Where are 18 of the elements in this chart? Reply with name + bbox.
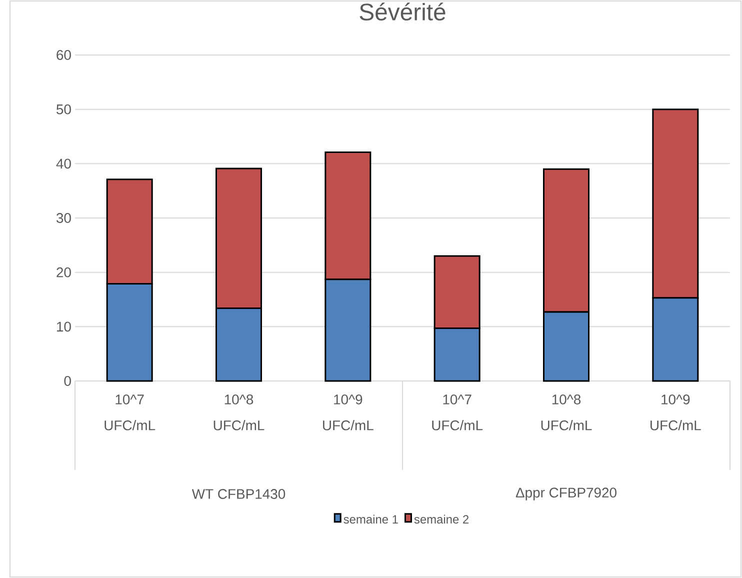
y-tick-label: 30 (56, 213, 71, 223)
y-tick-label: 0 (64, 376, 71, 386)
x-tick-label: 10^8 UFC/mL (214, 394, 264, 430)
x-tick-label: 10^9 UFC/mL (650, 394, 701, 430)
y-tick-label: 20 (56, 267, 71, 278)
chart-title: Sévérité (360, 2, 446, 20)
text: WT CFBP1430 (192, 489, 286, 499)
x-tick-label: 10^7 UFC/mL (432, 394, 483, 430)
text: Δppr CFBP7920 (516, 488, 616, 500)
legend-label: semaine 1 (344, 514, 398, 524)
y-tick-label: 60 (56, 50, 71, 60)
y-tick-label: 10 (57, 322, 71, 332)
x-tick-label: 10^8 UFC/mL (541, 394, 592, 430)
x-tick-label: 10^9 UFC/mL (323, 394, 374, 430)
x-tick-label: 10^7 UFC/mL (104, 394, 156, 430)
y-tick-label: 40 (56, 158, 71, 169)
legend-label: semaine 2 (414, 514, 469, 524)
y-tick-label: 50 (56, 104, 71, 114)
